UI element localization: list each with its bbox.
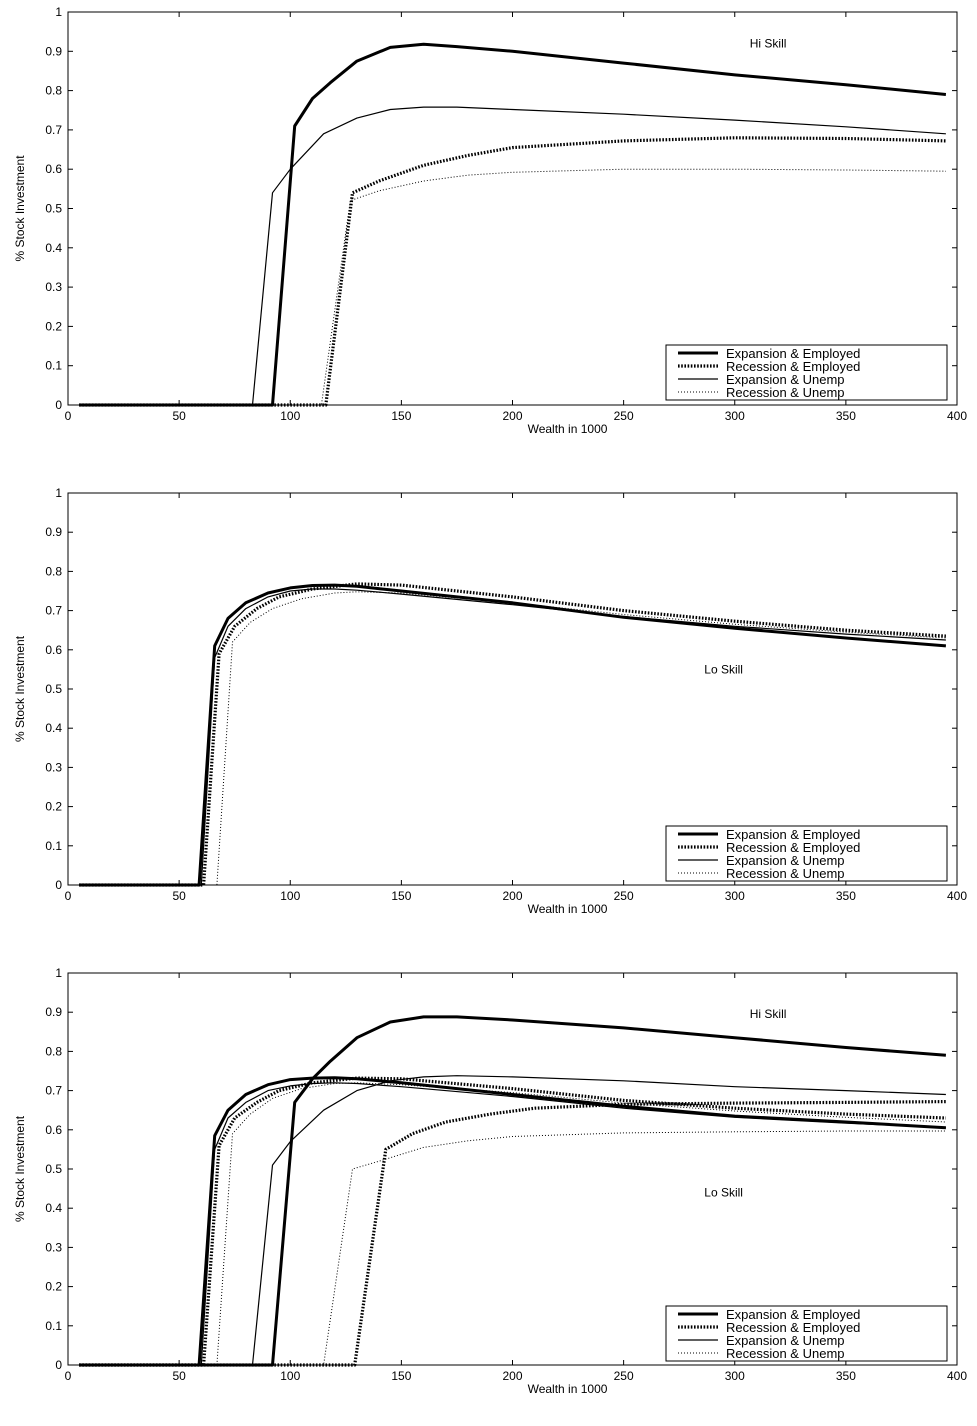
series-line [79, 1076, 946, 1367]
series-line [79, 136, 946, 407]
x-tick-label: 100 [280, 1369, 300, 1383]
series-line [79, 588, 946, 886]
x-tick-label: 350 [836, 1369, 856, 1383]
x-tick-label: 250 [614, 1369, 634, 1383]
x-tick-label: 50 [172, 889, 186, 903]
y-axis-label: % Stock Investment [13, 635, 27, 742]
x-tick-label: 300 [725, 1369, 745, 1383]
y-tick-label: 0.3 [45, 280, 62, 294]
legend-entry: Expansion & Employed [726, 827, 860, 842]
y-tick-label: 0.8 [45, 1044, 62, 1058]
x-tick-label: 50 [172, 409, 186, 423]
y-tick-label: 0.9 [45, 525, 62, 539]
legend-entry: Expansion & Employed [726, 1307, 860, 1322]
x-tick-label: 0 [65, 889, 72, 903]
x-tick-label: 350 [836, 409, 856, 423]
y-tick-label: 0.4 [45, 1201, 62, 1215]
y-tick-label: 0.1 [45, 359, 62, 373]
series-line [79, 1076, 946, 1367]
x-tick-label: 350 [836, 889, 856, 903]
y-tick-label: 0.3 [45, 1240, 62, 1254]
legend-entry: Expansion & Unemp [726, 853, 845, 868]
x-axis-label: Wealth in 1000 [528, 422, 608, 436]
legend-entry: Recession & Employed [726, 359, 860, 374]
legend-entry: Expansion & Unemp [726, 372, 845, 387]
x-tick-label: 250 [614, 409, 634, 423]
y-tick-label: 0.6 [45, 162, 62, 176]
series-line [79, 1130, 946, 1366]
y-tick-label: 0 [55, 1358, 62, 1372]
y-tick-label: 0.4 [45, 241, 62, 255]
series-line [79, 1082, 946, 1366]
x-tick-label: 200 [502, 1369, 522, 1383]
y-axis-label: % Stock Investment [13, 155, 27, 262]
legend-entry: Recession & Unemp [726, 866, 845, 881]
legend-entry: Recession & Employed [726, 1320, 860, 1335]
y-tick-label: 0.9 [45, 44, 62, 58]
x-tick-label: 400 [947, 889, 967, 903]
legend-entry: Expansion & Unemp [726, 1333, 845, 1348]
x-tick-label: 400 [947, 409, 967, 423]
chart-lo-skill: 0 50 100 150 200 250 300 350 400 0 0.1 0.2 0.3 0.4 0.5… [13, 486, 967, 916]
series-line [79, 42, 947, 407]
series-line [79, 1015, 947, 1367]
x-tick-label: 300 [725, 889, 745, 903]
y-tick-label: 1 [55, 5, 62, 19]
y-tick-label: 0.8 [45, 84, 62, 98]
x-tick-label: 150 [391, 889, 411, 903]
y-tick-label: 0.4 [45, 721, 62, 735]
x-tick-label: 100 [280, 409, 300, 423]
legend-entry: Expansion & Employed [726, 346, 860, 361]
x-tick-label: 400 [947, 1369, 967, 1383]
x-tick-label: 300 [725, 409, 745, 423]
series-line [79, 583, 947, 887]
x-axis-label: Wealth in 1000 [528, 902, 608, 916]
y-tick-label: 0.5 [45, 1162, 62, 1176]
x-tick-label: 100 [280, 889, 300, 903]
legend-entry: Recession & Unemp [726, 1346, 845, 1361]
annotation-label: Hi Skill [750, 36, 787, 50]
y-tick-label: 0.6 [45, 1123, 62, 1137]
y-tick-label: 0.2 [45, 1280, 62, 1294]
y-tick-label: 1 [55, 486, 62, 500]
y-tick-label: 0 [55, 398, 62, 412]
y-tick-label: 0 [55, 878, 62, 892]
series-line [79, 1100, 946, 1367]
y-tick-label: 0.5 [45, 202, 62, 216]
y-tick-label: 0.7 [45, 1084, 62, 1098]
annotation-label: Lo Skill [704, 662, 743, 676]
y-tick-label: 0.2 [45, 319, 62, 333]
y-tick-label: 0.7 [45, 123, 62, 137]
y-tick-label: 0.8 [45, 564, 62, 578]
y-tick-label: 0.1 [45, 839, 62, 853]
x-axis-label: Wealth in 1000 [528, 1382, 608, 1396]
y-tick-label: 0.6 [45, 643, 62, 657]
legend-entry: Recession & Unemp [726, 385, 845, 400]
y-tick-label: 0.2 [45, 800, 62, 814]
series-line [79, 1082, 946, 1366]
annotation-label: Hi Skill [750, 1007, 787, 1021]
x-tick-label: 150 [391, 409, 411, 423]
chart-hi-skill: 0 50 100 150 200 250 300 350 400 0 0.1 0.2 0.3 0.4 0.5… [13, 5, 967, 436]
legend-entry: Recession & Employed [726, 840, 860, 855]
chart-combined: 0 50 100 150 200 250 300 350 400 0 0.1 0.2 0.3 0.4 0.5… [13, 966, 967, 1396]
x-tick-label: 50 [172, 1369, 186, 1383]
y-tick-label: 0.9 [45, 1005, 62, 1019]
y-tick-label: 0.5 [45, 682, 62, 696]
x-tick-label: 0 [65, 1369, 72, 1383]
series-line [79, 106, 946, 406]
x-tick-label: 150 [391, 1369, 411, 1383]
series-line [79, 168, 946, 406]
y-tick-label: 0.1 [45, 1319, 62, 1333]
y-axis-label: % Stock Investment [13, 1115, 27, 1222]
y-tick-label: 0.7 [45, 604, 62, 618]
y-tick-label: 1 [55, 966, 62, 980]
annotation-label: Lo Skill [704, 1186, 743, 1200]
x-tick-label: 0 [65, 409, 72, 423]
y-tick-label: 0.3 [45, 760, 62, 774]
x-tick-label: 250 [614, 889, 634, 903]
x-tick-label: 200 [502, 409, 522, 423]
x-tick-label: 200 [502, 889, 522, 903]
